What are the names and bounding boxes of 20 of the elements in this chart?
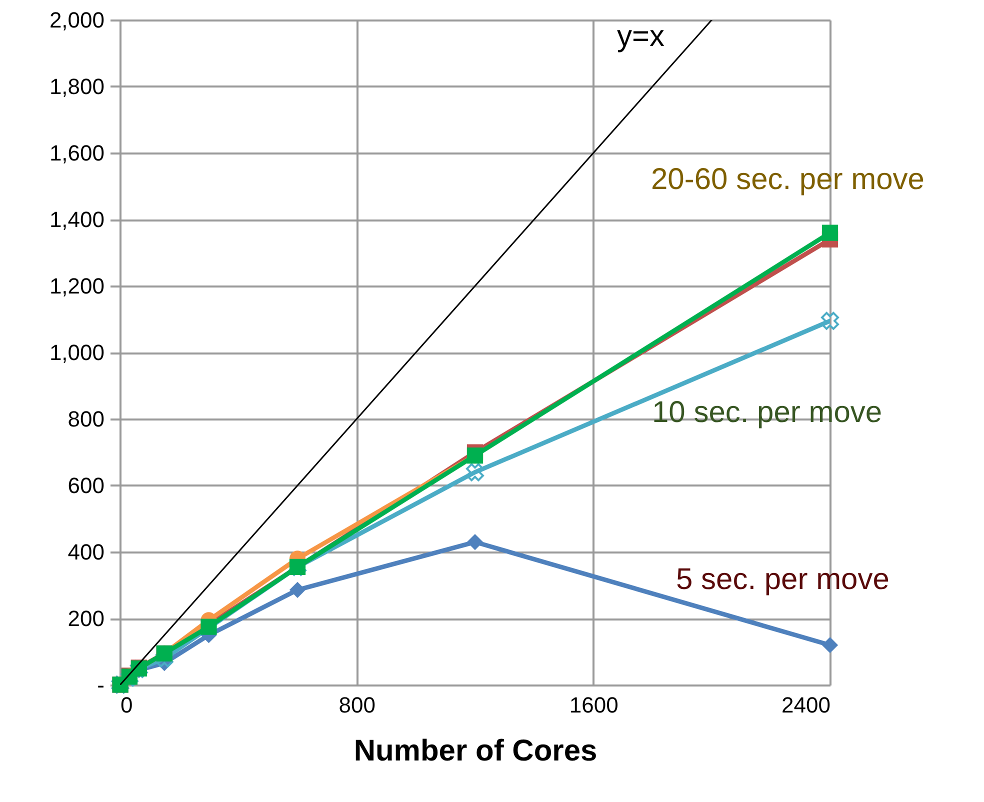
y-tick-label: 1,800 (49, 74, 104, 99)
y-tick-label: 1,600 (49, 140, 104, 166)
y-tick-label: 800 (68, 406, 104, 432)
x-tick-label: 0 (120, 692, 133, 718)
x-tick-label: 800 (338, 692, 376, 718)
y-tick-label: 200 (68, 606, 104, 631)
x-tick-label: 1600 (569, 692, 618, 718)
annotation: 10 sec. per move (652, 396, 882, 429)
annotation: y=x (617, 20, 665, 53)
y-tick-label: 2,000 (49, 8, 104, 32)
y-tick-label: 1,200 (49, 274, 104, 298)
y-tick-label: - (97, 672, 104, 698)
x-axis-title: Number of Cores (354, 734, 598, 768)
x-tick-label: 2400 (782, 692, 830, 718)
annotation: 20-60 sec. per move (651, 163, 924, 196)
y-tick-label: 600 (68, 473, 104, 498)
y-tick-label: 400 (68, 540, 104, 564)
y-tick-label: 1,000 (49, 340, 104, 365)
annotation: 5 sec. per move (676, 563, 890, 596)
y-tick-label: 1,400 (49, 207, 104, 232)
